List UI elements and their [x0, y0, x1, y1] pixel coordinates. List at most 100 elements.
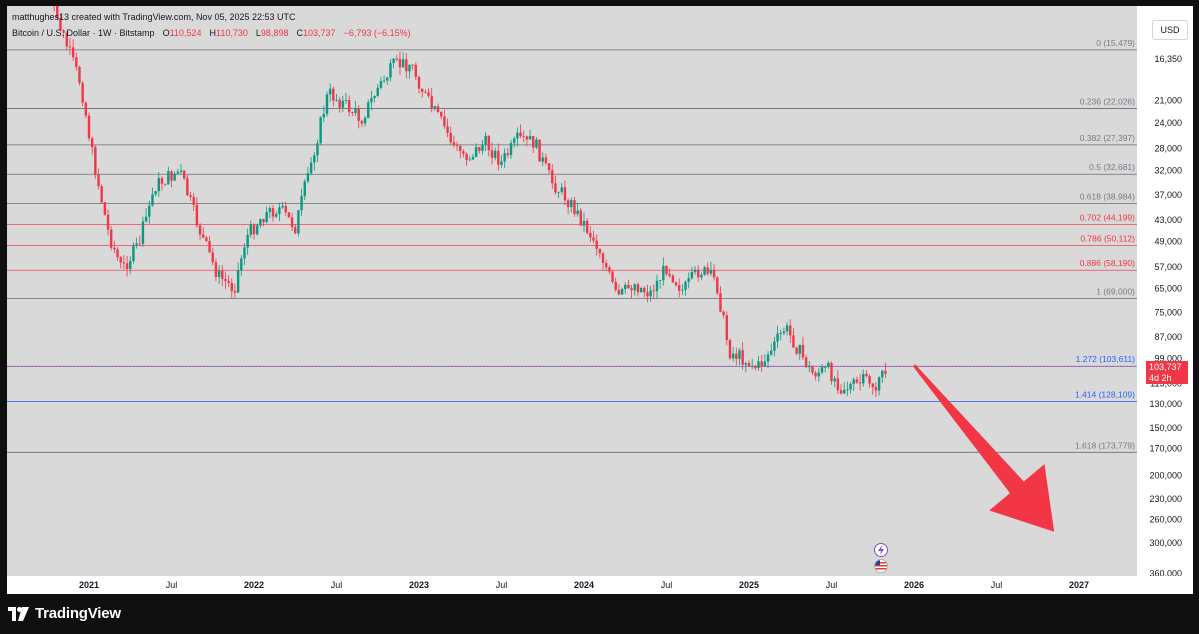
candle-body: [154, 191, 157, 195]
candle-body: [462, 151, 465, 154]
candle-body: [785, 325, 789, 332]
close-key: C: [296, 28, 303, 38]
candle-body: [852, 379, 855, 384]
candle-body: [674, 282, 678, 286]
price-axis[interactable]: 16,350 21,000 24,000 28,000 32,000 37,000 43,0…: [1137, 6, 1193, 578]
candle-body: [474, 147, 478, 158]
candle-body: [129, 261, 132, 269]
fib-level-label: 0.618 (38,984): [1080, 192, 1135, 202]
time-axis-label: 2027: [1069, 580, 1089, 590]
dividend-event-icon[interactable]: [874, 543, 888, 557]
candle-body: [877, 377, 881, 391]
candle-body: [278, 207, 281, 214]
time-axis-label: 2021: [79, 580, 99, 590]
price-axis-label: 99,000: [1154, 354, 1182, 364]
candle-body: [395, 58, 398, 60]
candle-body: [801, 344, 805, 358]
candle-body: [731, 353, 735, 359]
time-axis[interactable]: 2021 Jul 2022 Jul 2023 Jul 2024 Jul 2025 Jul 2026 J…: [7, 576, 1193, 594]
candle-body: [614, 282, 617, 290]
flag-us-icon[interactable]: [874, 559, 888, 573]
candle-body: [468, 159, 471, 161]
candle-body: [585, 220, 589, 233]
candle-body: [186, 178, 189, 196]
time-axis-label: 2026: [904, 580, 924, 590]
fib-level-label: 1.414 (128,109): [1075, 390, 1135, 400]
candle-body: [846, 389, 849, 391]
last-price: 103,737: [1149, 362, 1182, 372]
candle-body: [506, 153, 510, 156]
candle-body: [595, 240, 598, 249]
candle-body: [760, 361, 763, 366]
candle-body: [211, 252, 214, 263]
candle-body: [700, 274, 703, 278]
candle-body: [478, 147, 481, 151]
candle-body: [325, 94, 329, 115]
candle-body: [262, 218, 265, 223]
projection-arrow[interactable]: [912, 364, 1055, 532]
candle-body: [271, 208, 275, 217]
candle-body: [405, 59, 408, 72]
candle-body: [671, 275, 675, 283]
fib-level-label: 0.886 (58,190): [1080, 258, 1135, 268]
time-axis-label: Jul: [826, 580, 838, 590]
fib-level-label: 1.272 (103,611): [1076, 354, 1136, 364]
candle-body: [636, 284, 640, 293]
candle-body: [589, 232, 592, 238]
candle-body: [576, 210, 579, 215]
tradingview-logo[interactable]: TradingView: [8, 605, 121, 622]
candle-body: [373, 95, 376, 98]
candle-body: [551, 170, 554, 184]
fibonacci-retracement[interactable]: 0 (15,479) 0.236 (22,026) 0.382 (27,397) 0.…: [7, 38, 1137, 453]
price-axis-label: 24,000: [1154, 118, 1182, 128]
price-axis-label: 43,000: [1154, 215, 1182, 225]
candle-body: [214, 262, 218, 277]
price-axis-label: 57,000: [1154, 262, 1182, 272]
candle-body: [547, 163, 551, 171]
candle-body: [836, 378, 840, 391]
candle-body: [230, 282, 233, 291]
candle-body: [620, 289, 624, 295]
candle-body: [706, 267, 709, 274]
candle-body: [811, 365, 814, 373]
price-axis-label: 87,000: [1154, 332, 1182, 342]
time-axis-bg: [7, 576, 1193, 594]
candle-body: [316, 143, 319, 156]
candle-body: [503, 153, 506, 162]
candle-body: [227, 280, 230, 283]
candle-body: [341, 100, 345, 108]
candle-body: [195, 204, 199, 226]
candle-body: [443, 116, 446, 127]
candle-body: [842, 389, 846, 394]
candle-body: [738, 350, 741, 359]
currency-button[interactable]: USD: [1152, 20, 1188, 40]
price-chart[interactable]: 0 (15,479) 0.236 (22,026) 0.382 (27,397) 0.…: [7, 6, 1193, 594]
candle-body: [449, 133, 452, 143]
candle-body: [430, 95, 433, 109]
symbol-legend: Bitcoin / U.S. Dollar · 1W · Bitstamp O1…: [12, 28, 411, 38]
price-axis-label: 260,000: [1149, 514, 1182, 524]
candle-body: [106, 214, 110, 230]
candle-body: [722, 311, 725, 316]
candle-body: [103, 202, 107, 215]
candle-body: [573, 200, 576, 215]
candle-body: [538, 139, 541, 162]
price-axis-label: 28,000: [1154, 144, 1182, 154]
fib-level-label: 0.236 (22,026): [1080, 97, 1135, 107]
candle-body: [608, 267, 611, 272]
candle-body: [354, 108, 357, 114]
candle-body: [532, 136, 535, 148]
candle-body: [151, 194, 154, 206]
candle-body: [233, 290, 237, 293]
candle-body: [652, 290, 656, 292]
candle-body: [566, 200, 570, 208]
candle-body: [281, 206, 284, 208]
candle-body: [370, 97, 373, 103]
price-axis-label: 37,000: [1154, 190, 1182, 200]
close-value: 103,737: [302, 28, 336, 38]
candle-body: [297, 210, 300, 234]
candle-body: [522, 136, 525, 137]
candle-body: [617, 289, 621, 295]
candle-body: [750, 366, 754, 367]
candle-body: [386, 77, 389, 81]
